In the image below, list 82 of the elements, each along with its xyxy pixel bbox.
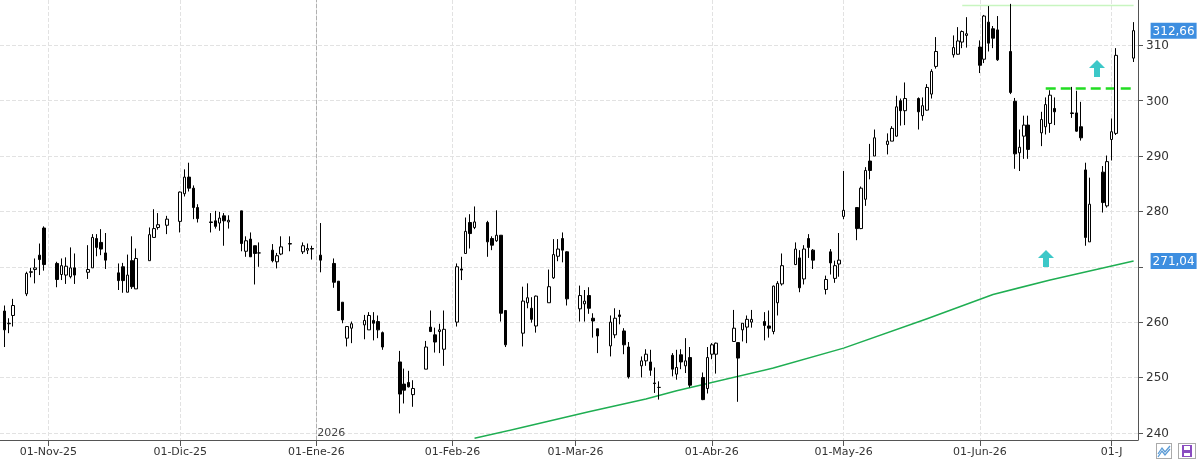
candlestick bbox=[42, 225, 46, 272]
candlestick bbox=[310, 245, 314, 261]
x-tick-label: 01-J bbox=[1100, 445, 1123, 458]
candlestick bbox=[433, 327, 437, 354]
candlestick bbox=[424, 340, 428, 370]
candlestick bbox=[1132, 21, 1135, 63]
candlestick bbox=[345, 325, 349, 347]
candlestick bbox=[376, 314, 380, 339]
candlestick bbox=[1084, 162, 1087, 247]
candlestick bbox=[398, 350, 402, 414]
candlestick bbox=[104, 232, 107, 270]
candlestick bbox=[33, 257, 37, 284]
candlestick bbox=[675, 349, 678, 381]
candlestick bbox=[521, 286, 525, 347]
y-tick-label: 260 bbox=[1146, 315, 1169, 330]
candlestick bbox=[732, 309, 736, 342]
candlestick bbox=[1013, 97, 1017, 170]
y-tick-label: 250 bbox=[1146, 370, 1169, 385]
candlestick bbox=[547, 269, 551, 304]
candlestick bbox=[1105, 155, 1109, 209]
candlestick bbox=[442, 309, 446, 367]
x-tick-label: 01-May-26 bbox=[814, 445, 873, 458]
candlestick bbox=[829, 248, 832, 276]
annotation: 271,04 bbox=[1152, 254, 1195, 269]
candlestick bbox=[319, 222, 322, 273]
candlestick bbox=[622, 327, 626, 355]
candlestick bbox=[956, 26, 960, 56]
candlestick bbox=[591, 312, 595, 339]
annotation: 312,66 bbox=[1152, 23, 1195, 38]
candlestick bbox=[934, 36, 938, 70]
candlestick bbox=[279, 235, 283, 256]
candlestick bbox=[534, 295, 538, 334]
candlestick bbox=[807, 233, 810, 259]
candlestick bbox=[1009, 3, 1012, 95]
y-tick-label: 310 bbox=[1146, 38, 1169, 53]
x-tick-label: 01-Jun-26 bbox=[952, 445, 1007, 458]
line-series bbox=[473, 260, 1135, 440]
candlestick bbox=[657, 380, 661, 401]
candlestick bbox=[653, 367, 656, 394]
candlestick bbox=[381, 331, 384, 351]
x-tick-label: 01-Mar-26 bbox=[547, 445, 604, 458]
candlestick bbox=[1026, 115, 1030, 160]
x-tick-label: 01-Abr-26 bbox=[684, 445, 739, 458]
x-tick-label: 01-Feb-26 bbox=[424, 445, 481, 458]
candlestick bbox=[1022, 115, 1026, 160]
ref-line-label: 2026 bbox=[317, 426, 346, 439]
candlestick bbox=[736, 342, 740, 403]
candlestick bbox=[842, 170, 845, 220]
candlestick bbox=[99, 228, 103, 256]
candlestick bbox=[1048, 89, 1052, 134]
x-tick-label: 01-Nov-25 bbox=[19, 445, 77, 458]
candlestick bbox=[301, 241, 305, 255]
x-tick-label: 01-Ene-26 bbox=[288, 445, 345, 458]
candlestick bbox=[222, 212, 226, 247]
candlestick bbox=[86, 244, 90, 280]
candlestick bbox=[130, 235, 134, 290]
candlestick bbox=[671, 352, 674, 377]
candlestick bbox=[91, 233, 94, 269]
candlestick bbox=[627, 341, 630, 380]
candlestick bbox=[565, 250, 569, 307]
candlestick bbox=[429, 309, 432, 333]
candlestick bbox=[288, 235, 292, 252]
candlestick bbox=[745, 314, 749, 344]
candlestick bbox=[917, 96, 920, 131]
candlestick bbox=[55, 261, 59, 288]
candlestick bbox=[596, 328, 599, 354]
y-tick-label: 290 bbox=[1146, 149, 1169, 164]
y-tick-label: 240 bbox=[1146, 425, 1169, 440]
candlestick bbox=[903, 81, 907, 126]
candlestick bbox=[578, 285, 582, 323]
candlestick bbox=[209, 212, 213, 233]
candlestick bbox=[824, 275, 828, 295]
candlestick bbox=[873, 129, 876, 157]
candlestick bbox=[165, 215, 169, 235]
candlestick bbox=[25, 271, 28, 297]
x-tick-label: 01-Dic-25 bbox=[153, 445, 207, 458]
y-tick-label: 300 bbox=[1146, 93, 1169, 108]
y-tick-label: 280 bbox=[1146, 204, 1169, 219]
candlestick bbox=[811, 248, 815, 270]
candlestick bbox=[618, 309, 621, 325]
candlestick bbox=[714, 342, 718, 375]
candlestick bbox=[411, 379, 415, 408]
